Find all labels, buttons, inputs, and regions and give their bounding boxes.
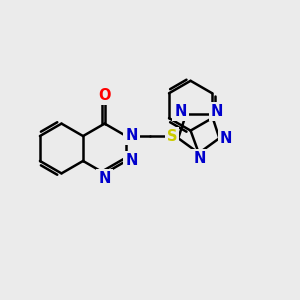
Text: N: N	[125, 153, 138, 168]
Text: N: N	[98, 171, 111, 186]
Text: N: N	[211, 103, 223, 118]
Text: N: N	[220, 131, 232, 146]
Text: N: N	[175, 103, 187, 118]
Text: N: N	[193, 151, 206, 166]
Text: O: O	[98, 88, 111, 103]
Text: S: S	[167, 128, 177, 144]
Text: N: N	[125, 128, 138, 143]
